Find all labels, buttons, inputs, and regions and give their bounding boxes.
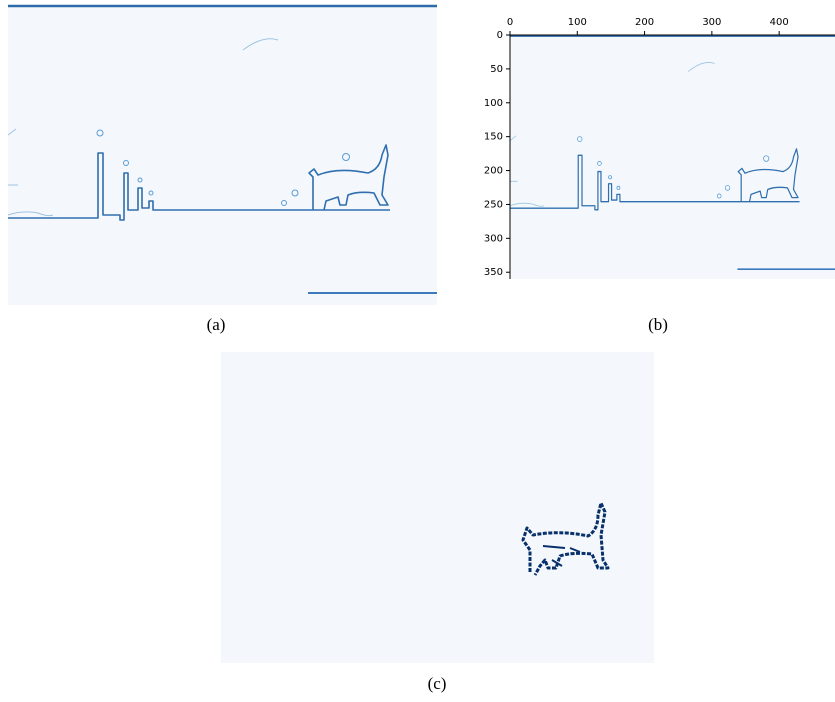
y-tick-label: 100 xyxy=(484,98,503,109)
caption: (b) xyxy=(648,315,668,334)
y-tick-label: 350 xyxy=(484,267,503,278)
y-tick-label: 0 xyxy=(497,30,503,41)
x-tick-label: 400 xyxy=(770,17,789,28)
y-tick-label: 250 xyxy=(484,199,503,210)
panel-b: 0 100 200 300 400 0 50 100 150 200 250 300 350 xyxy=(484,17,835,279)
x-tick-label: 100 xyxy=(568,17,587,28)
y-tick-label: 50 xyxy=(490,64,503,75)
y-tick-label: 200 xyxy=(484,166,503,177)
y-tick-label: 150 xyxy=(484,132,503,143)
x-tick-label: 300 xyxy=(702,17,721,28)
caption: (c) xyxy=(428,674,447,693)
x-tick-label: 200 xyxy=(635,17,654,28)
panel-b-image xyxy=(510,35,835,279)
caption: (a) xyxy=(207,315,226,334)
x-tick-label: 0 xyxy=(507,17,513,28)
panel-c-image xyxy=(221,352,654,663)
figure: (a) 0 100 200 300 400 0 50 100 150 200 250 300 350 (… xyxy=(0,0,835,702)
panel-a-image xyxy=(8,5,437,305)
y-tick-label: 300 xyxy=(484,233,503,244)
